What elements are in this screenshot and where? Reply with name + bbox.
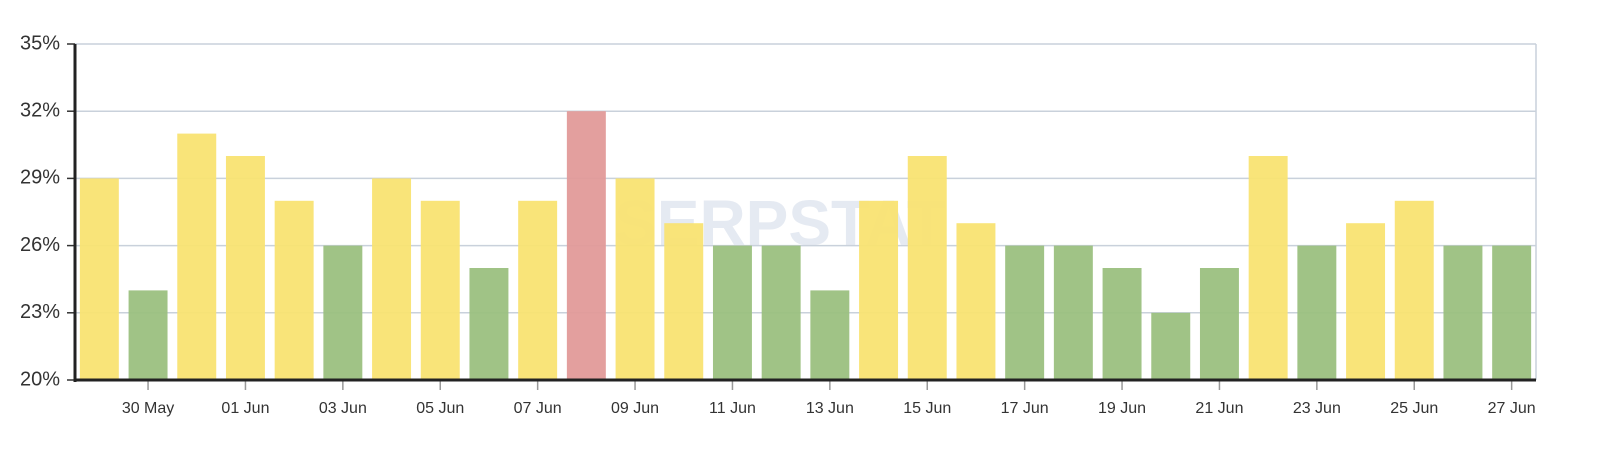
x-tick-label: 17 Jun xyxy=(1001,400,1049,417)
bar xyxy=(79,178,119,380)
x-tick-label: 19 Jun xyxy=(1098,400,1146,417)
x-tick-label: 03 Jun xyxy=(319,400,367,417)
bar xyxy=(323,245,363,380)
bar xyxy=(566,111,606,380)
x-tick-label: 27 Jun xyxy=(1488,400,1536,417)
y-tick-label: 20% xyxy=(20,368,60,390)
bar xyxy=(1102,268,1142,380)
y-tick-label: 35% xyxy=(20,32,60,54)
bar xyxy=(420,200,460,380)
bar xyxy=(1053,245,1093,380)
x-tick-label: 15 Jun xyxy=(903,400,951,417)
bar xyxy=(372,178,412,380)
y-tick-label: 29% xyxy=(20,167,60,189)
bar xyxy=(177,133,217,380)
bar xyxy=(128,290,168,380)
bar xyxy=(1199,268,1239,380)
bar xyxy=(859,200,899,380)
bar xyxy=(810,290,850,380)
bar xyxy=(1492,245,1532,380)
bar xyxy=(1151,312,1191,380)
x-tick-label: 23 Jun xyxy=(1293,400,1341,417)
bar xyxy=(274,200,314,380)
bar xyxy=(907,156,947,380)
bar xyxy=(761,245,801,380)
y-tick-label: 23% xyxy=(20,301,60,323)
bar xyxy=(956,223,996,380)
bar xyxy=(1005,245,1045,380)
bar xyxy=(664,223,704,380)
x-tick-label: 07 Jun xyxy=(514,400,562,417)
bar xyxy=(1443,245,1483,380)
x-tick-label: 09 Jun xyxy=(611,400,659,417)
x-tick-label: 01 Jun xyxy=(221,400,269,417)
bar xyxy=(1346,223,1386,380)
x-tick-label: 21 Jun xyxy=(1195,400,1243,417)
x-tick-label: 05 Jun xyxy=(416,400,464,417)
bar xyxy=(225,156,265,380)
bar xyxy=(1297,245,1337,380)
bar xyxy=(615,178,655,380)
x-tick-label: 25 Jun xyxy=(1390,400,1438,417)
bar xyxy=(1394,200,1434,380)
x-tick-label: 30 May xyxy=(122,400,174,417)
bar xyxy=(469,268,509,380)
x-tick-label: 11 Jun xyxy=(709,400,756,417)
y-tick-label: 26% xyxy=(20,234,60,256)
bar xyxy=(518,200,558,380)
x-tick-label: 13 Jun xyxy=(806,400,854,417)
y-tick-label: 32% xyxy=(20,99,60,121)
bar xyxy=(712,245,752,380)
bar xyxy=(1248,156,1288,380)
